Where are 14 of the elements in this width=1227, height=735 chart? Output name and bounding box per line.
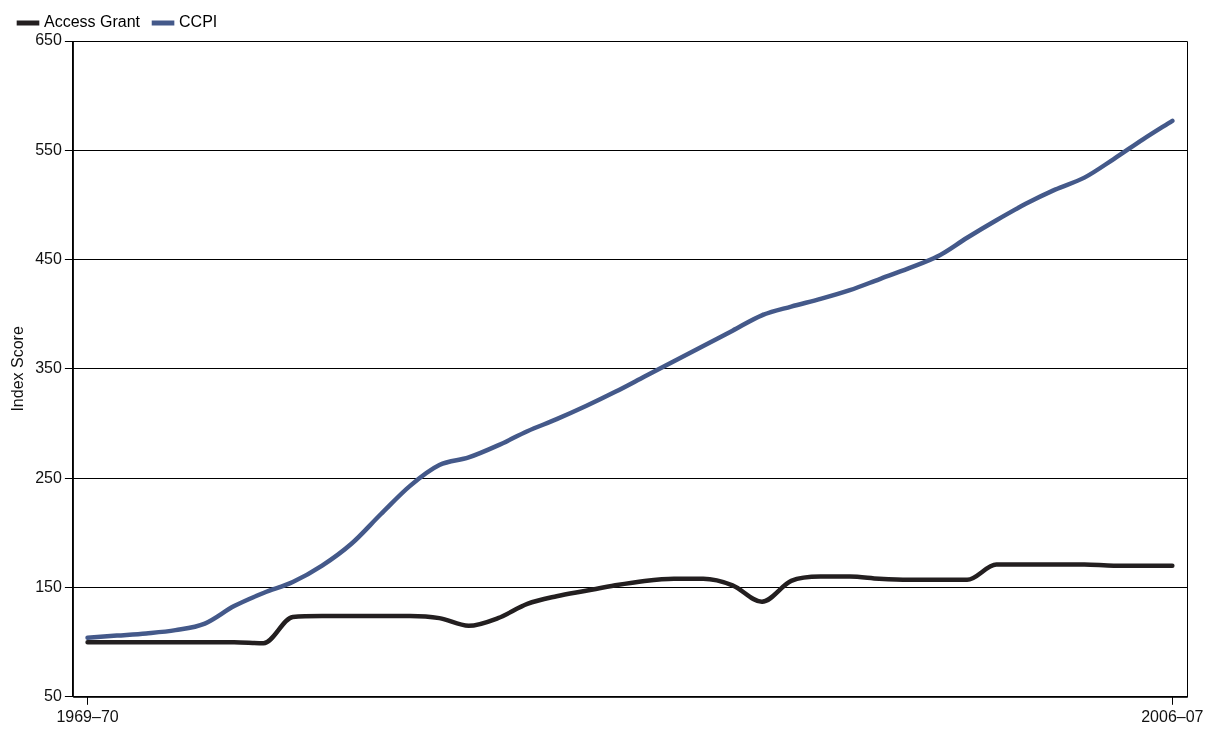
y-axis-title: Index Score <box>9 326 27 412</box>
legend-label: Access Grant <box>44 13 141 31</box>
y-tick-label: 150 <box>35 577 62 595</box>
line-series <box>85 118 1175 641</box>
line-series <box>85 562 1175 646</box>
y-tick-label: 50 <box>44 687 62 705</box>
x-tick-label: 2006–07 <box>1141 707 1204 725</box>
y-tick-label: 650 <box>35 31 62 49</box>
x-tick-label: 1969–70 <box>56 707 119 725</box>
legend-label: CCPI <box>179 13 218 31</box>
y-tick-label: 350 <box>35 359 62 377</box>
y-tick-label: 450 <box>35 250 62 268</box>
y-tick-label: 550 <box>35 140 62 158</box>
y-tick-label: 250 <box>35 468 62 486</box>
